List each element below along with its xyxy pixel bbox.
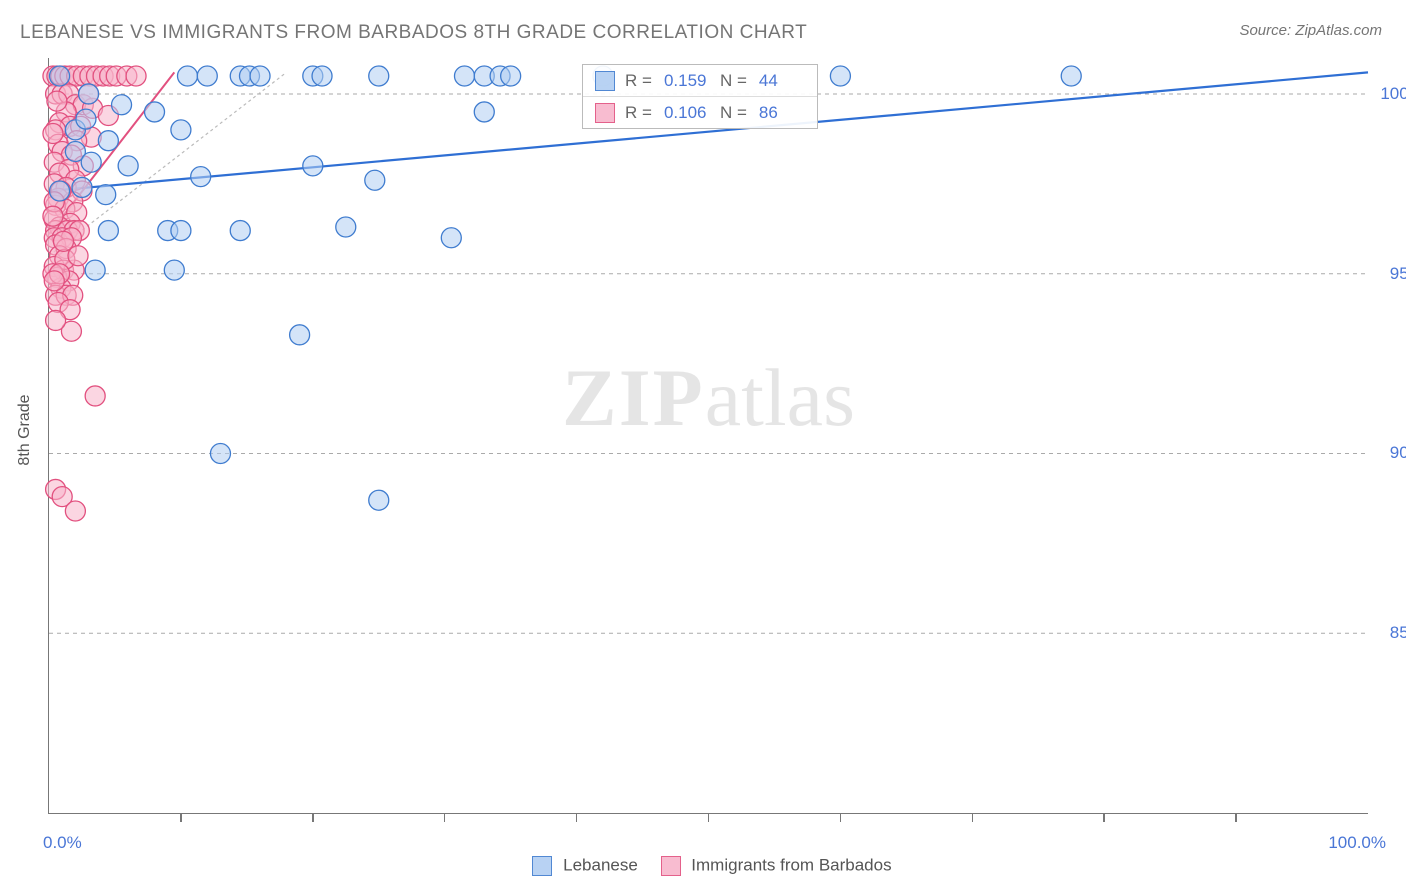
data-point bbox=[81, 152, 101, 172]
data-point bbox=[50, 181, 70, 201]
r-value-2: 0.106 bbox=[664, 99, 710, 126]
data-point bbox=[369, 66, 389, 86]
data-point bbox=[230, 221, 250, 241]
n-value-1: 44 bbox=[759, 67, 805, 94]
data-point bbox=[303, 156, 323, 176]
data-point bbox=[164, 260, 184, 280]
scatter-svg bbox=[49, 58, 1368, 813]
r-value-1: 0.159 bbox=[664, 67, 710, 94]
data-point bbox=[197, 66, 217, 86]
data-point bbox=[65, 501, 85, 521]
series-name-1: Lebanese bbox=[563, 856, 638, 875]
x-tick-mark bbox=[312, 813, 314, 822]
y-tick-label: 90.0% bbox=[1390, 443, 1406, 463]
data-point bbox=[145, 102, 165, 122]
data-point bbox=[76, 109, 96, 129]
bottom-swatch-1 bbox=[532, 856, 552, 876]
chart-container: LEBANESE VS IMMIGRANTS FROM BARBADOS 8TH… bbox=[0, 0, 1406, 892]
data-point bbox=[43, 124, 63, 144]
swatch-series-1 bbox=[595, 71, 615, 91]
x-tick-label-left: 0.0% bbox=[43, 833, 82, 853]
data-point bbox=[96, 185, 116, 205]
data-point bbox=[43, 206, 63, 226]
bottom-swatch-2 bbox=[661, 856, 681, 876]
n-label-2: N = bbox=[720, 99, 747, 126]
data-point bbox=[126, 66, 146, 86]
data-point bbox=[454, 66, 474, 86]
data-point bbox=[50, 66, 70, 86]
data-point bbox=[79, 84, 99, 104]
r-label-2: R = bbox=[625, 99, 652, 126]
x-tick-mark bbox=[1235, 813, 1237, 822]
data-point bbox=[98, 131, 118, 151]
x-tick-mark bbox=[972, 813, 974, 822]
data-point bbox=[365, 170, 385, 190]
plot-area: ZIPatlas 85.0%90.0%95.0%100.0%0.0%100.0% bbox=[48, 58, 1368, 814]
y-tick-label: 95.0% bbox=[1390, 264, 1406, 284]
y-tick-label: 100.0% bbox=[1380, 84, 1406, 104]
data-point bbox=[85, 386, 105, 406]
data-point bbox=[171, 120, 191, 140]
data-point bbox=[118, 156, 138, 176]
n-label: N = bbox=[720, 67, 747, 94]
data-point bbox=[177, 66, 197, 86]
x-tick-mark bbox=[180, 813, 182, 822]
x-tick-mark bbox=[576, 813, 578, 822]
data-point bbox=[191, 167, 211, 187]
data-point bbox=[312, 66, 332, 86]
y-tick-label: 85.0% bbox=[1390, 623, 1406, 643]
data-point bbox=[46, 310, 66, 330]
data-point bbox=[830, 66, 850, 86]
data-point bbox=[1061, 66, 1081, 86]
data-point bbox=[290, 325, 310, 345]
data-point bbox=[474, 102, 494, 122]
data-point bbox=[44, 271, 64, 291]
data-point bbox=[98, 221, 118, 241]
data-point bbox=[47, 91, 67, 111]
bottom-legend: Lebanese Immigrants from Barbados bbox=[0, 855, 1406, 876]
data-point bbox=[336, 217, 356, 237]
data-point bbox=[441, 228, 461, 248]
y-axis-title: 8th Grade bbox=[16, 394, 34, 465]
n-value-2: 86 bbox=[759, 99, 805, 126]
data-point bbox=[369, 490, 389, 510]
correlation-legend: R = 0.159 N = 44 R = 0.106 N = 86 bbox=[582, 64, 818, 129]
swatch-series-2 bbox=[595, 103, 615, 123]
data-point bbox=[210, 443, 230, 463]
legend-row-series-2: R = 0.106 N = 86 bbox=[583, 97, 817, 128]
x-tick-mark bbox=[1103, 813, 1105, 822]
data-point bbox=[85, 260, 105, 280]
x-tick-label-right: 100.0% bbox=[1328, 833, 1386, 853]
x-tick-mark bbox=[708, 813, 710, 822]
data-point bbox=[250, 66, 270, 86]
x-tick-mark bbox=[840, 813, 842, 822]
source-label: Source: ZipAtlas.com bbox=[1239, 22, 1382, 39]
series-name-2: Immigrants from Barbados bbox=[691, 856, 891, 875]
x-tick-mark bbox=[444, 813, 446, 822]
data-point bbox=[72, 177, 92, 197]
data-point bbox=[171, 221, 191, 241]
r-label: R = bbox=[625, 67, 652, 94]
data-point bbox=[501, 66, 521, 86]
chart-title: LEBANESE VS IMMIGRANTS FROM BARBADOS 8TH… bbox=[20, 22, 807, 44]
data-point bbox=[112, 95, 132, 115]
legend-row-series-1: R = 0.159 N = 44 bbox=[583, 65, 817, 97]
data-point bbox=[54, 231, 74, 251]
